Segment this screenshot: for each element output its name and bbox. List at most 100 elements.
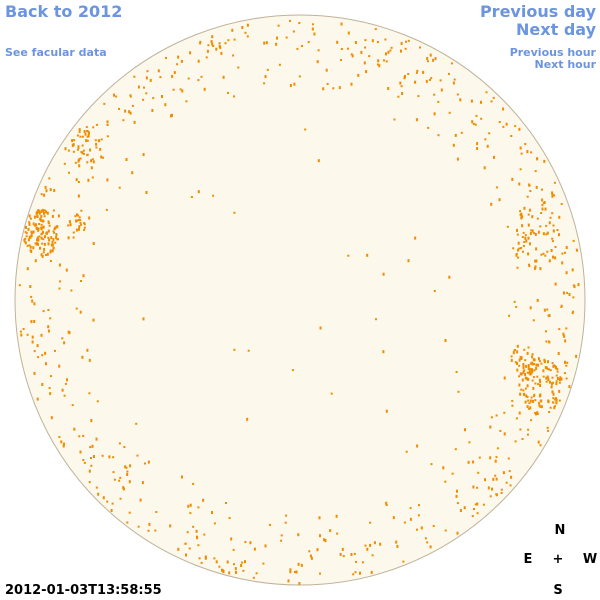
facula	[522, 389, 525, 392]
facula	[439, 79, 442, 82]
facula	[527, 428, 530, 431]
facula	[531, 361, 533, 365]
facula	[83, 461, 86, 464]
facula	[112, 456, 115, 459]
facula	[494, 474, 497, 477]
facula	[88, 392, 91, 395]
facula	[503, 432, 506, 436]
facula	[83, 222, 86, 225]
facula	[429, 53, 432, 57]
facula	[300, 563, 303, 567]
facula	[20, 333, 23, 337]
facula	[71, 404, 74, 407]
next-hour-link[interactable]: Next hour	[535, 58, 597, 71]
facula	[51, 243, 54, 247]
facula	[228, 571, 231, 575]
facula	[329, 529, 332, 533]
facula	[43, 193, 46, 197]
facula	[49, 249, 52, 253]
next-day-link[interactable]: Next day	[516, 20, 597, 39]
facula	[528, 402, 531, 405]
facula	[106, 500, 109, 503]
facula	[519, 168, 522, 171]
facula	[38, 210, 41, 214]
facula	[54, 226, 57, 230]
facula	[524, 234, 527, 237]
facula	[301, 45, 303, 47]
facula	[548, 341, 551, 344]
facula	[141, 481, 144, 485]
facula	[122, 119, 125, 122]
facula	[19, 330, 22, 333]
facula	[39, 246, 41, 250]
facula	[304, 128, 307, 131]
facula	[28, 244, 31, 247]
facula	[528, 208, 531, 212]
facula	[47, 325, 50, 329]
facula	[525, 364, 528, 368]
facula	[428, 79, 431, 81]
facula	[520, 152, 523, 155]
facula	[416, 69, 419, 72]
facula	[190, 196, 193, 198]
facula	[363, 61, 366, 65]
facula	[119, 476, 122, 479]
facula	[24, 237, 27, 240]
facula	[522, 366, 525, 370]
facula	[526, 384, 529, 388]
facula	[73, 427, 76, 431]
facula	[541, 198, 544, 202]
facula	[371, 39, 374, 43]
facula	[527, 346, 530, 349]
facula	[289, 568, 292, 572]
facula	[47, 220, 50, 224]
facula	[510, 358, 513, 362]
facula	[528, 370, 531, 373]
facula	[524, 373, 527, 376]
facula	[558, 215, 561, 219]
facula	[515, 417, 518, 420]
previous-hour-link[interactable]: Previous hour	[510, 46, 597, 59]
facula	[564, 360, 566, 364]
facula	[519, 392, 522, 396]
facula	[432, 525, 435, 527]
facular-link[interactable]: See facular data	[5, 46, 107, 59]
facula	[541, 204, 544, 207]
facula	[541, 207, 544, 211]
facula	[565, 377, 568, 380]
facula	[40, 211, 43, 213]
facula	[186, 531, 189, 534]
facula	[135, 422, 138, 425]
facula	[79, 310, 82, 314]
facula	[526, 195, 529, 198]
facula	[264, 75, 267, 79]
facula	[552, 255, 554, 259]
facula	[516, 350, 519, 354]
facula	[542, 232, 545, 236]
facula	[409, 517, 412, 521]
facula	[146, 70, 149, 73]
facula	[527, 213, 530, 216]
facula	[198, 557, 201, 560]
facula	[221, 568, 223, 572]
facula	[400, 42, 403, 45]
facula	[76, 134, 79, 137]
facula	[29, 236, 32, 239]
facula	[486, 144, 489, 148]
facula	[77, 194, 80, 198]
facula	[382, 350, 385, 354]
facula	[405, 450, 408, 453]
facula	[129, 94, 132, 97]
back-link[interactable]: Back to 2012	[5, 2, 122, 21]
facula	[425, 79, 428, 83]
facula	[392, 516, 395, 520]
facula	[187, 504, 190, 508]
facula	[539, 267, 542, 271]
facula	[67, 224, 70, 227]
facula	[128, 511, 131, 514]
facula	[84, 132, 87, 136]
facula	[456, 93, 459, 96]
facula	[476, 486, 479, 489]
previous-day-link[interactable]: Previous day	[480, 2, 597, 21]
facula	[44, 351, 47, 355]
